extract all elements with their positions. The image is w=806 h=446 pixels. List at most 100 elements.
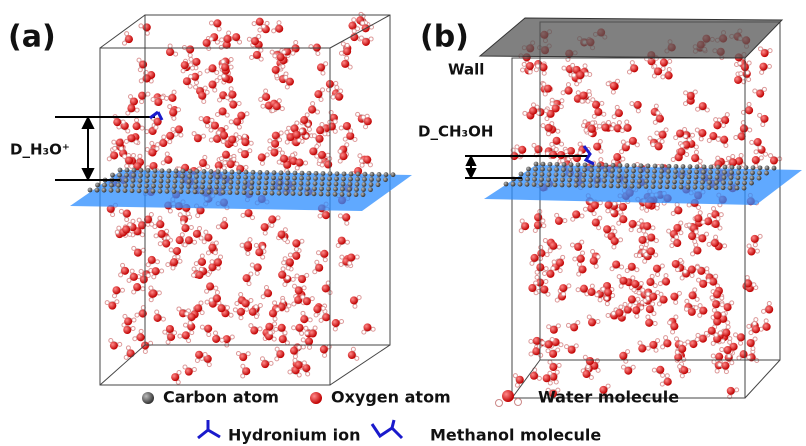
oxygen	[254, 263, 262, 271]
carbon	[230, 170, 235, 175]
hydrogen	[260, 161, 264, 165]
water-molecule	[530, 368, 541, 381]
hydrogen	[583, 355, 587, 359]
oxygen	[258, 153, 266, 161]
carbon	[319, 186, 324, 191]
carbon	[263, 191, 268, 196]
hydrogen	[278, 138, 282, 142]
hydrogen	[543, 239, 547, 243]
hydrogen	[660, 264, 664, 268]
hydrogen	[513, 374, 517, 378]
hydrogen	[268, 147, 272, 151]
hydrogen	[321, 71, 325, 75]
hydrogen	[718, 331, 722, 335]
hydrogen	[272, 337, 276, 341]
carbon	[589, 173, 594, 178]
hydrogen	[280, 151, 284, 155]
hydrogen	[721, 312, 725, 316]
hydrogen	[698, 211, 702, 215]
hydrogen	[246, 352, 250, 356]
oxygen	[265, 323, 273, 331]
hydrogen	[690, 274, 694, 278]
oxygen	[290, 347, 298, 355]
oxygen	[665, 72, 673, 80]
hydrogen	[215, 79, 219, 83]
hydrogen	[617, 275, 621, 279]
water-molecule	[126, 104, 139, 115]
hydrogen	[616, 79, 620, 83]
oxygen	[154, 98, 162, 106]
oxygen	[264, 289, 272, 297]
oxygen	[185, 236, 193, 244]
hydrogen	[280, 107, 284, 111]
hydrogen	[195, 358, 199, 362]
oxygen	[110, 342, 118, 350]
carbon	[277, 186, 282, 191]
hydrogen	[596, 319, 600, 323]
hydrogen	[336, 243, 340, 247]
water-molecule	[670, 291, 681, 304]
hydrogen	[135, 108, 139, 112]
carbon	[574, 183, 579, 188]
carbon	[307, 171, 312, 176]
hydrogen	[631, 276, 635, 280]
hydrogen	[315, 144, 319, 148]
hydrogen	[606, 209, 610, 213]
oxygen	[251, 37, 259, 45]
carbon	[228, 190, 233, 195]
carbon	[679, 179, 684, 184]
carbon	[123, 183, 128, 188]
hydrogen	[198, 226, 202, 230]
hydrogen	[625, 269, 629, 273]
oxygen	[303, 297, 311, 305]
hydrogen	[190, 331, 194, 335]
carbon	[624, 168, 629, 173]
hydrogen	[651, 143, 655, 147]
hydrogen	[238, 149, 242, 153]
hydrogen	[124, 355, 128, 359]
carbon	[525, 182, 530, 187]
hydrogen	[735, 388, 739, 392]
hydrogen	[221, 139, 225, 143]
hydrogen	[172, 90, 176, 94]
carbon	[722, 175, 727, 180]
hydrogen	[728, 340, 732, 344]
hydrogen	[222, 74, 226, 78]
hydrogen	[263, 231, 267, 235]
hydrogen	[542, 82, 546, 86]
oxygen	[222, 151, 230, 159]
hydrogen	[638, 341, 642, 345]
hydrogen	[693, 288, 697, 292]
hydrogen	[558, 269, 562, 273]
carbon	[758, 165, 763, 170]
oxygen	[677, 148, 685, 156]
oxygen	[528, 284, 536, 292]
carbon	[327, 176, 332, 181]
oxygen	[237, 308, 245, 316]
oxygen	[328, 123, 336, 131]
hydrogen	[176, 380, 180, 384]
water-molecule	[332, 319, 344, 331]
oxygen	[130, 273, 138, 281]
hydrogen	[362, 330, 366, 334]
hydrogen	[555, 213, 559, 217]
carbon	[744, 165, 749, 170]
hydrogen	[306, 123, 310, 127]
oxygen	[724, 303, 732, 311]
oxygen	[134, 249, 142, 257]
hydrogen	[660, 382, 664, 386]
hydrogen	[199, 267, 203, 271]
water-molecule	[652, 366, 664, 378]
hydrogen	[639, 245, 643, 249]
oxygen	[711, 239, 719, 247]
hydrogen	[192, 273, 196, 277]
hydrogen	[121, 120, 125, 124]
carbon	[603, 173, 608, 178]
oxygen	[720, 136, 728, 144]
hydrogen	[238, 40, 242, 44]
carbon	[165, 189, 170, 194]
carbon	[729, 175, 734, 180]
oxygen	[278, 271, 286, 279]
carbon	[201, 179, 206, 184]
hydrogen	[714, 333, 718, 337]
